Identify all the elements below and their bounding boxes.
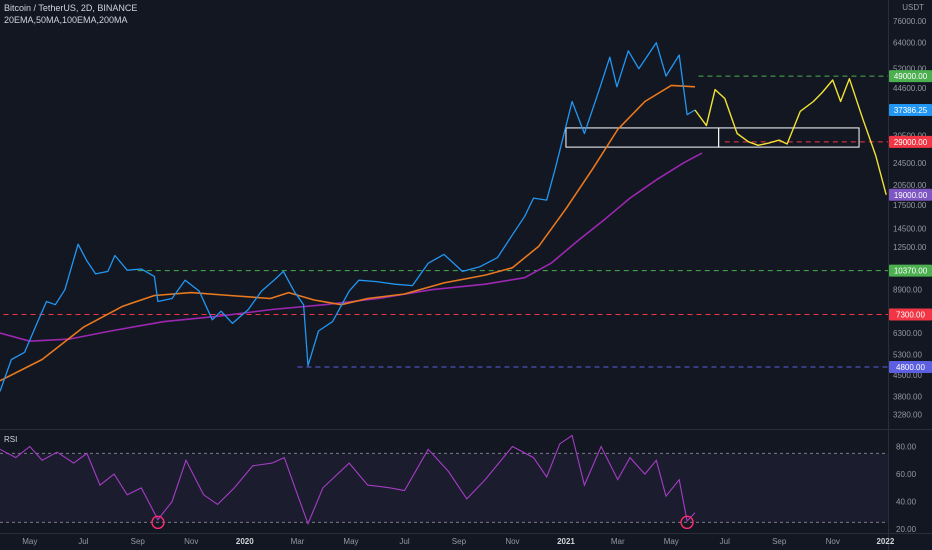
time-tick-label: 2022 (876, 537, 894, 546)
price-tick-label: 3800.00 (893, 392, 922, 401)
time-tick-label: Mar (291, 537, 305, 546)
price-tag-label: 4800.00 (896, 363, 925, 372)
time-tick-label: Jul (399, 537, 409, 546)
price-tick-label: 64000.00 (893, 39, 927, 48)
rsi-pane (0, 434, 888, 530)
rsi-axis: 80.00 60.00 40.00 20.00 (896, 443, 917, 535)
price-tag-label: 49000.00 (894, 72, 928, 81)
time-axis: May Jul Sep Nov 2020 Mar May Jul Sep Nov 2021 Mar Ma… (22, 537, 895, 546)
price-tick-label: 76000.00 (893, 17, 927, 26)
series-ma-orange (0, 84, 696, 382)
rsi-tick-label: 80.00 (896, 443, 917, 452)
price-tag-box (889, 188, 932, 201)
currency-label: USDT (902, 3, 924, 12)
price-tick-label: 8900.00 (893, 286, 922, 295)
price-tag-box (889, 308, 932, 321)
time-tick-label: Nov (826, 537, 840, 546)
rsi-low-circle-1 (680, 515, 694, 530)
price-tag-box (889, 264, 932, 277)
price-tick-label: 4500.00 (893, 371, 922, 380)
time-tick-label: May (343, 537, 358, 546)
price-tag-box (889, 70, 932, 83)
price-tick-label: 17500.00 (893, 201, 927, 210)
time-tick-label: May (664, 537, 679, 546)
price-tag-label: 29000.00 (894, 138, 928, 147)
series-projection (694, 77, 887, 195)
time-tick-label: Jul (78, 537, 88, 546)
rsi-tick-label: 20.00 (896, 525, 917, 534)
time-tick-label: 2021 (557, 537, 575, 546)
series-price (0, 42, 696, 392)
series-ma-purple (0, 152, 703, 343)
rsi-low-circle-0 (151, 515, 165, 530)
price-tag-label: 10370.00 (894, 267, 928, 276)
horizontal-levels (3, 75, 888, 368)
price-tag-box (889, 104, 932, 117)
time-tick-label: May (22, 537, 37, 546)
price-tag-label: 19000.00 (894, 191, 928, 200)
time-tick-label: Nov (184, 537, 198, 546)
support-resistance-zone (565, 127, 860, 148)
price-tag-box (889, 135, 932, 148)
price-tick-label: 12500.00 (893, 243, 927, 252)
time-tick-label: Nov (505, 537, 519, 546)
time-tick-label: 2020 (236, 537, 254, 546)
price-tick-label: 52000.00 (893, 65, 927, 74)
price-tick-label: 44600.00 (893, 84, 927, 93)
time-tick-label: Mar (611, 537, 625, 546)
zone-box-right (718, 127, 860, 148)
price-axis: 76000.0064000.0052000.0044600.0037000.00… (893, 17, 927, 420)
price-tick-label: 6300.00 (893, 329, 922, 338)
chart-title: Bitcoin / TetherUS, 2D, BINANCE (4, 3, 138, 13)
price-tick-label: 5300.00 (893, 351, 922, 360)
price-tag-label: 7300.00 (896, 311, 925, 320)
time-tick-label: Sep (131, 537, 146, 546)
price-tick-label: 20500.00 (893, 181, 927, 190)
price-tag-label: 37386.25 (894, 106, 928, 115)
price-tick-label: 3280.00 (893, 411, 922, 420)
price-tick-label: 14500.00 (893, 225, 927, 234)
price-tags: 49000.00 37386.25 29000.00 19000.00 10370.00… (889, 70, 932, 374)
time-tick-label: Jul (720, 537, 730, 546)
indicator-list: 20EMA,50MA,100EMA,200MA (4, 15, 128, 25)
price-series (0, 42, 887, 392)
price-tick-label: 24500.00 (893, 159, 927, 168)
rsi-label: RSI (4, 435, 18, 444)
rsi-line (0, 434, 696, 526)
rsi-tick-label: 60.00 (896, 470, 917, 479)
rsi-band-fill (0, 453, 888, 523)
rsi-tick-label: 40.00 (896, 498, 917, 507)
time-tick-label: Sep (452, 537, 467, 546)
time-tick-label: Sep (772, 537, 787, 546)
price-tag-box (889, 361, 932, 374)
